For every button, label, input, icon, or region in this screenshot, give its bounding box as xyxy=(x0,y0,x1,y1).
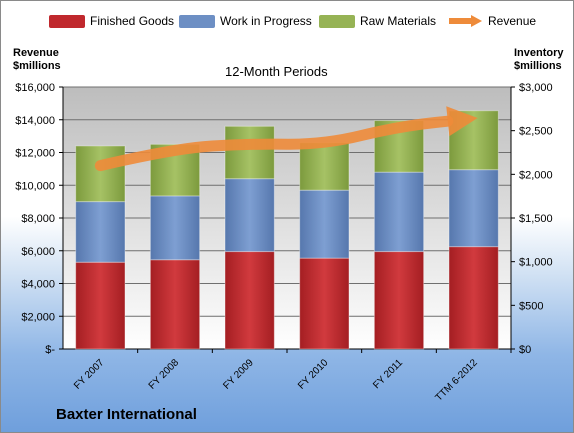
bar-finished-goods xyxy=(299,257,350,350)
left-tick-label: $8,000 xyxy=(21,213,55,225)
right-axis-title-line1: Inventory xyxy=(514,47,564,59)
right-axis-title-line2: $millions xyxy=(514,60,562,72)
left-tick-label: $12,000 xyxy=(15,148,55,160)
legend-swatch-finished-goods xyxy=(49,14,85,28)
chart-title: 12-Month Periods xyxy=(225,64,328,79)
right-tick-label: $2,500 xyxy=(519,126,553,138)
legend-label-finished-goods: Finished Goods xyxy=(90,14,175,28)
x-tick-label: TTM 6-2012 xyxy=(433,357,480,401)
legend-label-work-in-progress: Work in Progress xyxy=(220,14,312,28)
x-tick-label: FY 2010 xyxy=(296,357,331,392)
bar-work-in-progress xyxy=(448,169,499,248)
right-axis-title: Inventory $millions xyxy=(514,47,564,73)
bar-raw-materials xyxy=(299,142,350,191)
revenue-line xyxy=(94,115,454,172)
legend-work-in-progress: Work in Progress xyxy=(179,14,312,28)
bar-work-in-progress xyxy=(299,189,350,259)
legend-swatch-work-in-progress xyxy=(179,14,215,28)
left-tick-label: $10,000 xyxy=(15,180,55,192)
left-tick-label: $6,000 xyxy=(21,246,55,258)
x-tick-label: FY 2009 xyxy=(221,357,256,392)
right-tick-label: $1,500 xyxy=(519,213,553,225)
bar-work-in-progress xyxy=(149,195,201,261)
left-axis-title-line2: $millions xyxy=(13,60,61,72)
legend-label-revenue: Revenue xyxy=(488,14,537,28)
legend-finished-goods: Finished Goods xyxy=(49,14,174,28)
bar-raw-materials xyxy=(224,125,275,180)
legend-label-raw-materials: Raw Materials xyxy=(360,14,437,28)
bar-work-in-progress xyxy=(373,171,425,253)
right-tick-label: $2,000 xyxy=(519,169,553,181)
x-tick-label: FY 2008 xyxy=(147,357,182,392)
right-tick-label: $1,000 xyxy=(519,257,553,269)
left-tick-label: $4,000 xyxy=(21,279,55,291)
x-tick-label: FY 2011 xyxy=(371,357,405,391)
chart-svg: $- $2,000 $4,000 $6,000 $8,000 $10,000 $12,000… xyxy=(15,82,553,401)
bar-work-in-progress xyxy=(75,201,126,263)
bar-work-in-progress xyxy=(224,178,275,253)
bar-finished-goods xyxy=(448,246,499,350)
right-tick-label: $3,000 xyxy=(519,82,553,94)
legend-raw-materials: Raw Materials xyxy=(319,14,436,28)
bar-finished-goods xyxy=(224,251,275,350)
bar-finished-goods xyxy=(373,251,425,350)
legend-revenue: Revenue xyxy=(447,14,536,28)
x-tick-label: FY 2007 xyxy=(72,357,107,392)
legend-swatch-raw-materials xyxy=(319,14,355,28)
left-tick-label: $2,000 xyxy=(21,311,55,323)
left-tick-label: $- xyxy=(45,344,55,356)
left-tick-label: $16,000 xyxy=(15,82,55,94)
bar-finished-goods xyxy=(75,261,126,350)
left-tick-label: $14,000 xyxy=(15,115,55,127)
bar-raw-materials xyxy=(75,145,126,203)
left-axis-title: Revenue $millions xyxy=(13,47,61,73)
revenue-arrowhead xyxy=(446,106,478,137)
left-axis-title-line1: Revenue xyxy=(13,47,59,59)
company-name: Baxter International xyxy=(56,406,197,423)
bar-finished-goods xyxy=(149,259,201,350)
legend-arrow-icon xyxy=(449,15,482,27)
right-tick-label: $500 xyxy=(519,300,543,312)
right-tick-label: $0 xyxy=(519,344,531,356)
